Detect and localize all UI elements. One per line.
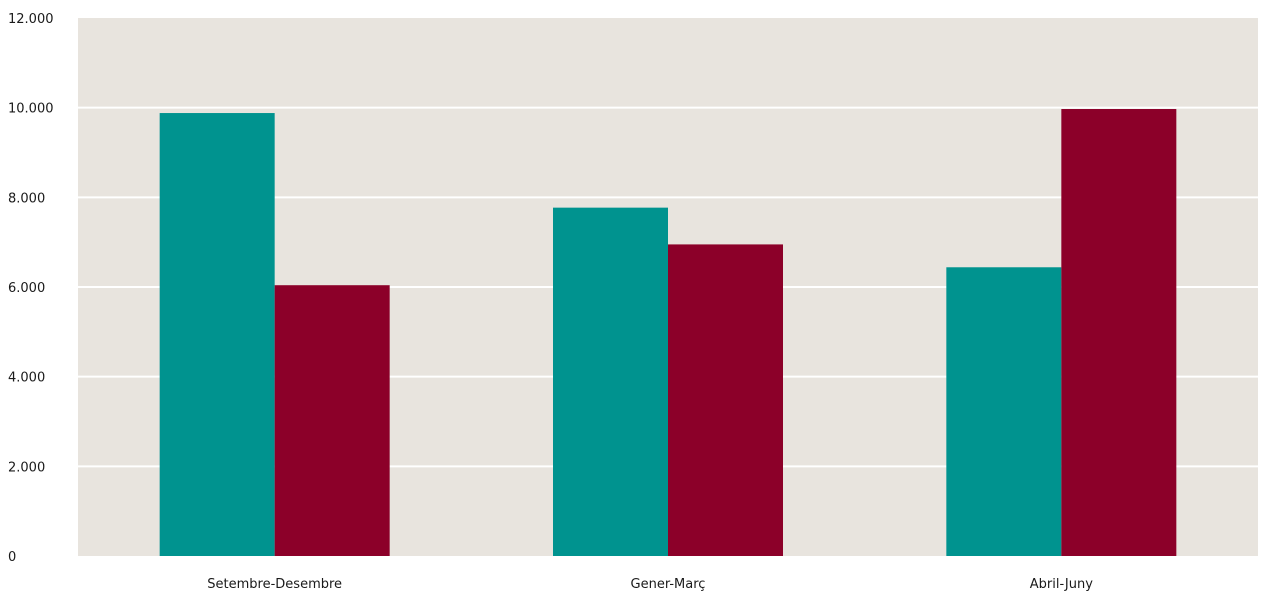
- x-category-label: Abril-Juny: [1030, 577, 1093, 592]
- bar-series-1-2: [946, 267, 1062, 556]
- y-tick-label: 12.000: [8, 12, 54, 27]
- bar-series-2-1: [668, 244, 783, 557]
- bar-series-1-1: [553, 207, 668, 556]
- x-category-label: Setembre-Desembre: [207, 577, 342, 592]
- y-tick-label: 4.000: [8, 371, 45, 386]
- bar-series-2-0: [274, 285, 390, 556]
- bar-series-2-2: [1061, 109, 1177, 557]
- x-axis-category-labels: Setembre-Desembre Gener-Març Abril-Juny: [207, 577, 1093, 592]
- y-axis-tick-labels: 0 2.000 4.000 6.000 8.000 10.000 12.000: [8, 12, 54, 565]
- y-tick-label: 10.000: [8, 102, 54, 117]
- bars: [159, 109, 1177, 557]
- y-tick-label: 8.000: [8, 191, 45, 206]
- y-tick-label: 2.000: [8, 460, 45, 475]
- x-category-label: Gener-Març: [631, 577, 706, 592]
- bar-series-1-0: [159, 113, 275, 557]
- y-tick-label: 0: [8, 550, 16, 565]
- y-tick-label: 6.000: [8, 281, 45, 296]
